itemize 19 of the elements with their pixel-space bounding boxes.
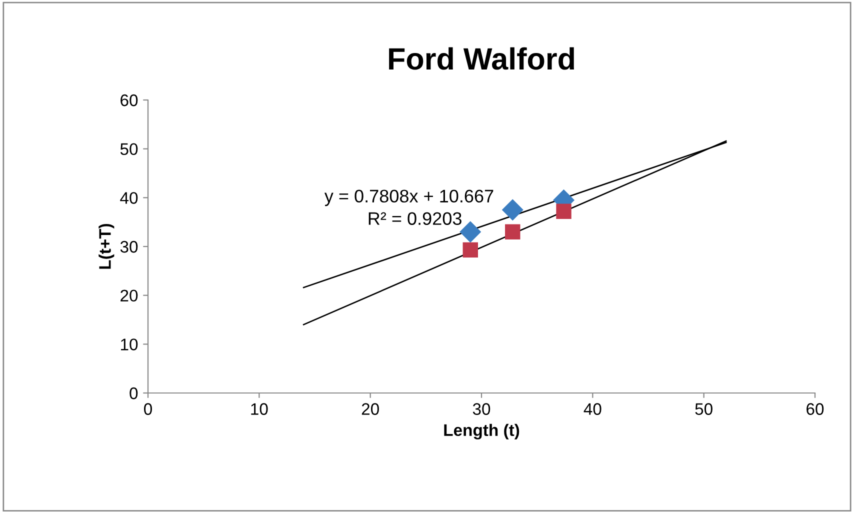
annotation: R² = 0.9203: [368, 212, 462, 225]
x-tick-label: 20: [362, 403, 379, 415]
y-tick-label: 20: [120, 290, 138, 302]
x-tick-label: 60: [806, 403, 824, 415]
x-tick-label: 0: [144, 403, 152, 415]
y-axis-title: L(t+T): [98, 224, 114, 269]
x-axis-title: Length (t): [444, 424, 520, 440]
annotation: y = 0.7808x + 10.667: [324, 190, 494, 206]
chart-title: Ford Walford: [389, 47, 574, 70]
y-tick-label: 40: [120, 192, 138, 204]
y-tick-label: 30: [120, 240, 138, 253]
y-tick-label: 50: [120, 143, 138, 156]
y-tick-label: 60: [120, 94, 138, 106]
y-tick-label: 0: [130, 387, 138, 400]
y-tick-label: 10: [121, 338, 138, 350]
x-tick-label: 40: [584, 403, 602, 415]
x-tick-label: 30: [472, 403, 490, 415]
x-tick-label: 10: [251, 403, 268, 415]
x-tick-label: 50: [695, 403, 712, 415]
